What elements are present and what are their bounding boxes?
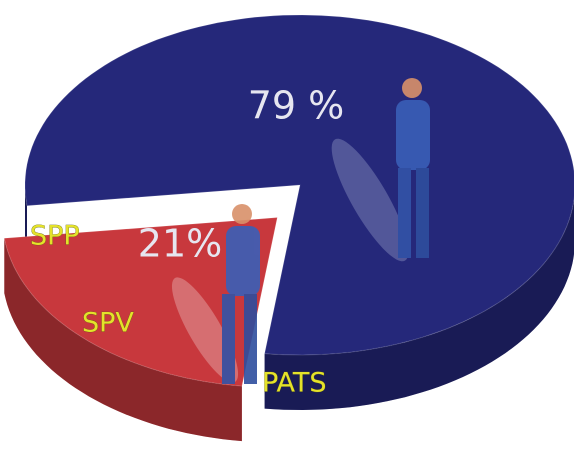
figure-woman (171, 204, 260, 384)
figure-man (331, 78, 430, 262)
slice-side-shade (4, 238, 242, 442)
annotation: SPP (30, 221, 80, 252)
pie (3, 14, 574, 442)
data-label: 79 % (248, 84, 345, 128)
data-label: 21% (138, 222, 222, 266)
slice-side-shade (264, 199, 574, 410)
slice (3, 216, 278, 387)
slice-side (4, 238, 242, 442)
slice (24, 14, 574, 356)
annotation: SPV (82, 308, 134, 339)
annotation: PATS (262, 368, 327, 399)
slice-side (264, 199, 574, 410)
